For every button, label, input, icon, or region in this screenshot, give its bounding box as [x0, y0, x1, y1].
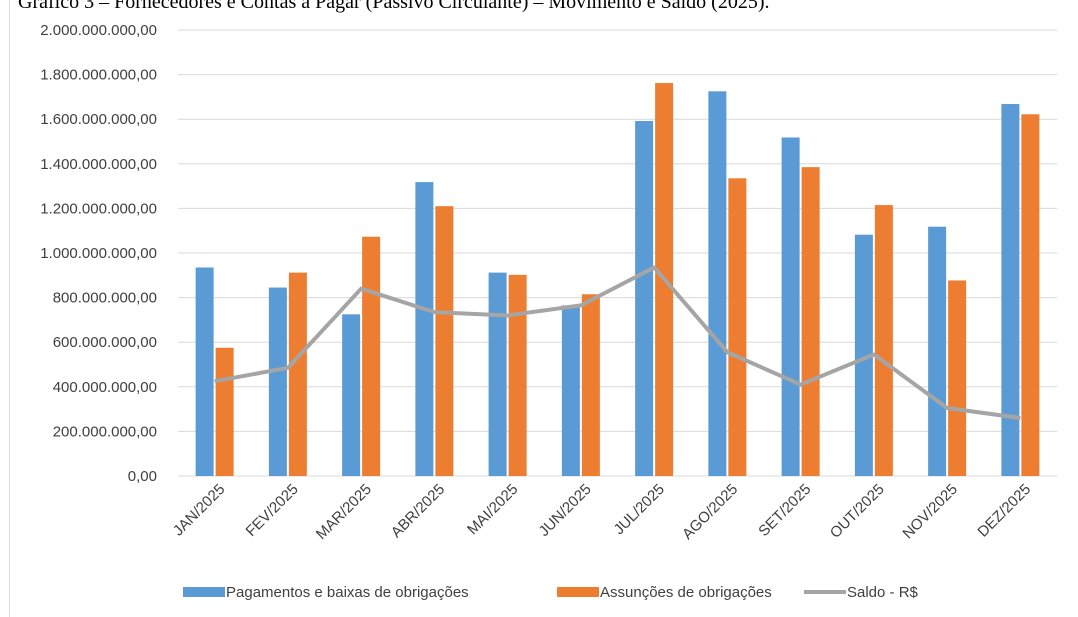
bar-assuncoes [801, 167, 820, 476]
gridlines [178, 29, 1057, 477]
bar-pagamentos [415, 182, 434, 476]
y-tick-label: 2.000.000.000,00 [40, 22, 157, 39]
bar-pagamentos [342, 314, 361, 476]
bar-pagamentos [854, 234, 873, 476]
bar-pagamentos [1001, 104, 1020, 476]
y-tick-label: 1.200.000.000,00 [40, 200, 157, 217]
x-tick-label: JUN/2025 [536, 481, 595, 540]
y-tick-label: 600.000.000,00 [53, 334, 157, 351]
x-tick-label: AGO/2025 [679, 481, 741, 543]
x-tick-label: ABR/2025 [388, 481, 448, 541]
y-tick-label: 1.400.000.000,00 [40, 156, 157, 173]
legend-saldo: Saldo - R$ [804, 584, 919, 601]
x-tick-label: SET/2025 [755, 481, 814, 540]
legend-label: Pagamentos e baixas de obrigações [226, 584, 469, 601]
bar-assuncoes [728, 178, 747, 477]
bar-pagamentos [488, 272, 507, 476]
bar-assuncoes [435, 206, 454, 477]
bar-pagamentos [781, 137, 800, 476]
legend-assuncoes: Assunções de obrigações [557, 584, 772, 601]
legend-label: Assunções de obrigações [600, 584, 772, 601]
bar-assuncoes [948, 280, 967, 476]
legend-pagamentos: Pagamentos e baixas de obrigações [183, 584, 469, 601]
chart-area-border [9, 0, 1078, 617]
y-axis-ticks: 0,00 200.000.000,00 400.000.000,00 600.000.… [40, 22, 157, 485]
bar-pagamentos [928, 226, 947, 476]
legend-swatch [183, 587, 225, 597]
bar-pagamentos [268, 287, 287, 476]
legend: Pagamentos e baixas de obrigações Assunçõ… [183, 584, 919, 601]
y-tick-label: 200.000.000,00 [53, 423, 157, 440]
y-tick-label: 0,00 [128, 468, 157, 485]
bar-assuncoes [215, 347, 234, 476]
x-tick-label: JUL/2025 [611, 481, 668, 538]
saldo-line [214, 265, 1021, 421]
bar-pagamentos [708, 91, 727, 476]
y-tick-label: 1.800.000.000,00 [40, 67, 157, 84]
y-tick-label: 1.600.000.000,00 [40, 111, 157, 128]
bar-assuncoes [508, 274, 527, 476]
bar-pagamentos [195, 267, 214, 476]
x-tick-label: DEZ/2025 [974, 481, 1034, 541]
bar-pagamentos [561, 305, 580, 476]
x-tick-label: OUT/2025 [827, 481, 888, 542]
bar-assuncoes [362, 236, 381, 476]
y-tick-label: 1.000.000.000,00 [40, 245, 157, 262]
x-tick-label: MAI/2025 [464, 481, 521, 538]
legend-swatch [557, 587, 599, 597]
y-tick-label: 400.000.000,00 [53, 379, 157, 396]
x-tick-label: NOV/2025 [899, 481, 961, 543]
bar-pagamentos [635, 120, 654, 476]
bar-assuncoes [288, 272, 307, 476]
bar-assuncoes [1021, 114, 1040, 476]
x-axis-ticks: JAN/2025 FEV/2025 MAR/2025 ABR/2025 MAI/2025… [170, 481, 1034, 543]
y-tick-label: 800.000.000,00 [53, 290, 157, 307]
bar-assuncoes [581, 294, 600, 476]
x-tick-label: FEV/2025 [243, 481, 302, 540]
chart-caption: Gráfico 3 – Fornecedores e Contas a Paga… [18, 0, 770, 13]
saldo-series-line [214, 265, 1021, 421]
bars [195, 83, 1040, 477]
bar-assuncoes [874, 205, 893, 476]
x-tick-label: JAN/2025 [170, 481, 229, 540]
x-tick-label: MAR/2025 [313, 481, 375, 543]
legend-label: Saldo - R$ [847, 584, 919, 601]
